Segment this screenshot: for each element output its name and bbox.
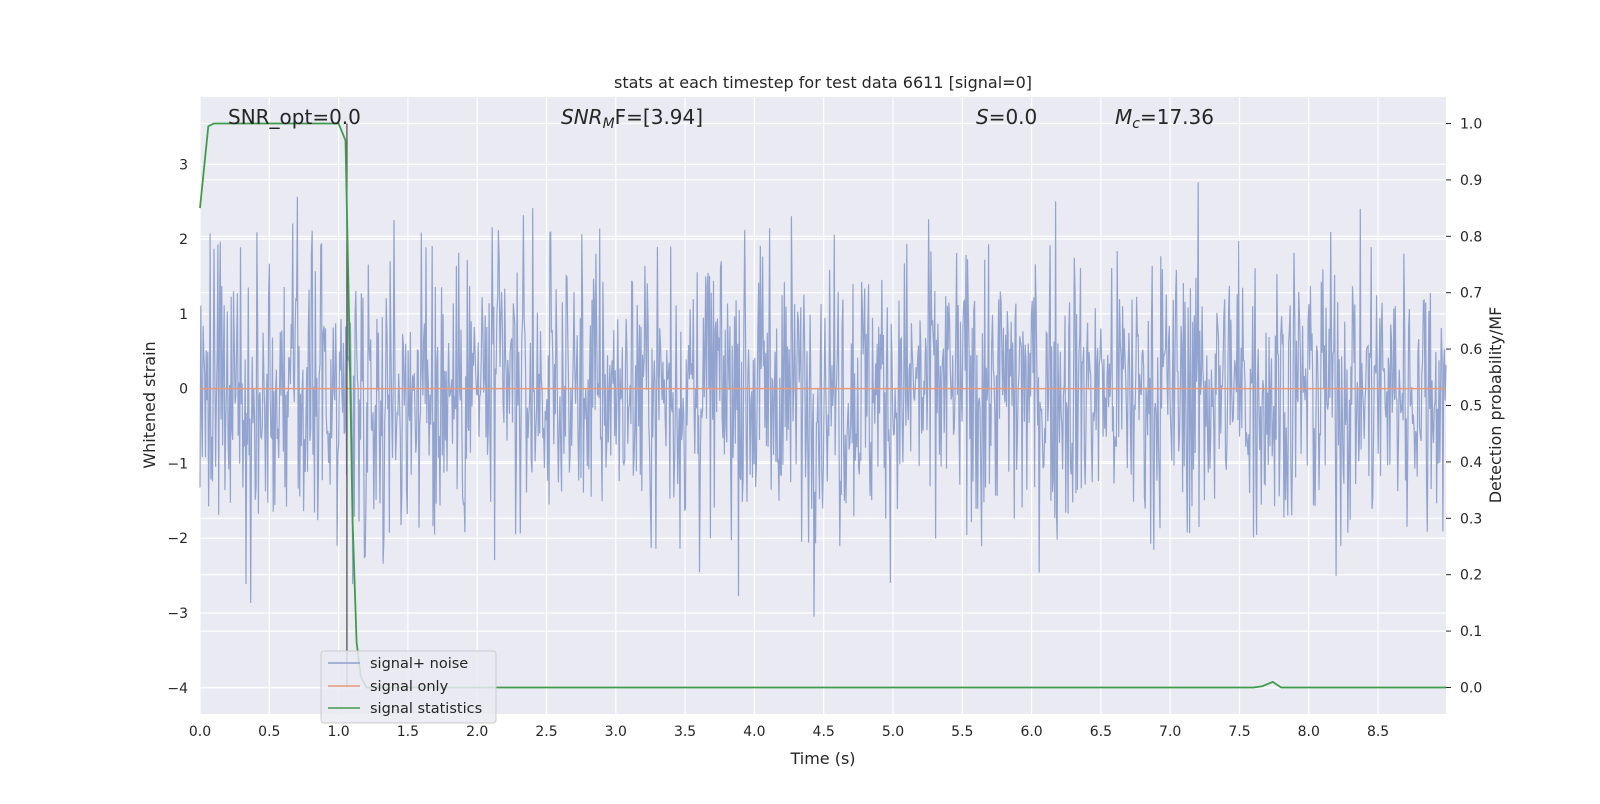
series-line-signal-noise [199,182,1447,617]
y-right-tick-label: 0.6 [1460,342,1482,358]
y-axis-right-label: Detection probability/MF [1486,307,1505,504]
x-tick-label: 8.0 [1298,724,1320,740]
y-left-tick-label: −1 [167,456,188,472]
y-left-tick-label: −2 [167,531,188,547]
x-axis-ticks: 0.0 0.5 1.0 1.5 2.0 2.5 3.0 3.5 4.0 4.5 5.0 5.5 6.0 6… [189,724,1389,740]
y-left-tick-label: 3 [179,157,188,173]
annotation-mc-base: M [1115,105,1132,129]
x-tick-label: 4.0 [743,724,765,740]
x-tick-label: 0.0 [189,724,211,740]
y-left-tick-label: 2 [179,232,188,248]
x-tick-label: 2.0 [466,724,488,740]
y-right-tick-label: 0.0 [1460,680,1482,696]
annotation-snr-mf: SNRMF=[3.94] [561,105,703,132]
y-right-tick-label: 1.0 [1460,117,1482,133]
annotation-mc-sub: c [1132,116,1140,132]
annotation-mc: Mc=17.36 [1115,105,1214,132]
x-tick-label: 7.5 [1228,724,1250,740]
x-tick-label: 5.0 [882,724,904,740]
y-right-tick-label: 0.1 [1460,624,1482,640]
x-tick-label: 1.0 [327,724,349,740]
legend: signal+ noise signal only signal statist… [320,650,497,724]
x-axis-label: Time (s) [789,749,855,768]
x-tick-label: 5.5 [951,724,973,740]
annotation-snr-mf-sub: M [603,116,615,132]
x-tick-label: 7.0 [1159,724,1181,740]
legend-label-signal-only: signal only [370,679,449,695]
x-tick-label: 3.0 [605,724,627,740]
y-right-tick-label: 0.2 [1460,568,1482,584]
y-right-tick-label: 0.9 [1460,173,1482,189]
annotation-mc-rest: =17.36 [1140,105,1214,129]
annotation-s: S=0.0 [976,105,1037,129]
y-left-tick-label: 0 [179,382,188,398]
x-tick-label: 3.5 [674,724,696,740]
y-axis-left-ticks: 3 2 1 0 −1 −2 −3 −4 [167,157,188,697]
y-left-tick-label: 1 [179,307,188,323]
annotation-snr-mf-rest: F=[3.94] [615,105,703,129]
x-tick-label: 0.5 [258,724,280,740]
x-tick-label: 4.5 [813,724,835,740]
chart-title: stats at each timestep for test data 661… [614,73,1032,92]
annotation-snr-opt: SNR_opt=0.0 [228,105,361,129]
x-tick-label: 2.5 [535,724,557,740]
y-right-tick-label: 0.4 [1460,455,1482,471]
x-tick-label: 6.0 [1020,724,1042,740]
x-tick-label: 8.5 [1367,724,1389,740]
legend-label-signal-statistics: signal statistics [370,701,482,717]
x-tick-label: 1.5 [397,724,419,740]
annotation-snr-mf-base: SNR [561,105,603,129]
y-right-tick-label: 0.3 [1460,511,1482,527]
annotation-s-rest: =0.0 [989,105,1038,129]
y-left-tick-label: −3 [167,606,188,622]
legend-box [320,650,497,724]
x-tick-label: 6.5 [1090,724,1112,740]
y-right-tick-label: 0.8 [1460,229,1482,245]
annotation-s-base: S [976,105,989,129]
y-axis-right-ticks: 1.0 0.9 0.8 0.7 0.6 0.5 0.4 0.3 0.2 0.1 0.0 [1446,117,1482,696]
legend-label-signal-noise: signal+ noise [370,656,468,672]
y-right-tick-label: 0.5 [1460,399,1482,415]
y-left-tick-label: −4 [167,681,188,697]
y-right-tick-label: 0.7 [1460,286,1482,302]
y-axis-left-label: Whitened strain [140,341,159,468]
